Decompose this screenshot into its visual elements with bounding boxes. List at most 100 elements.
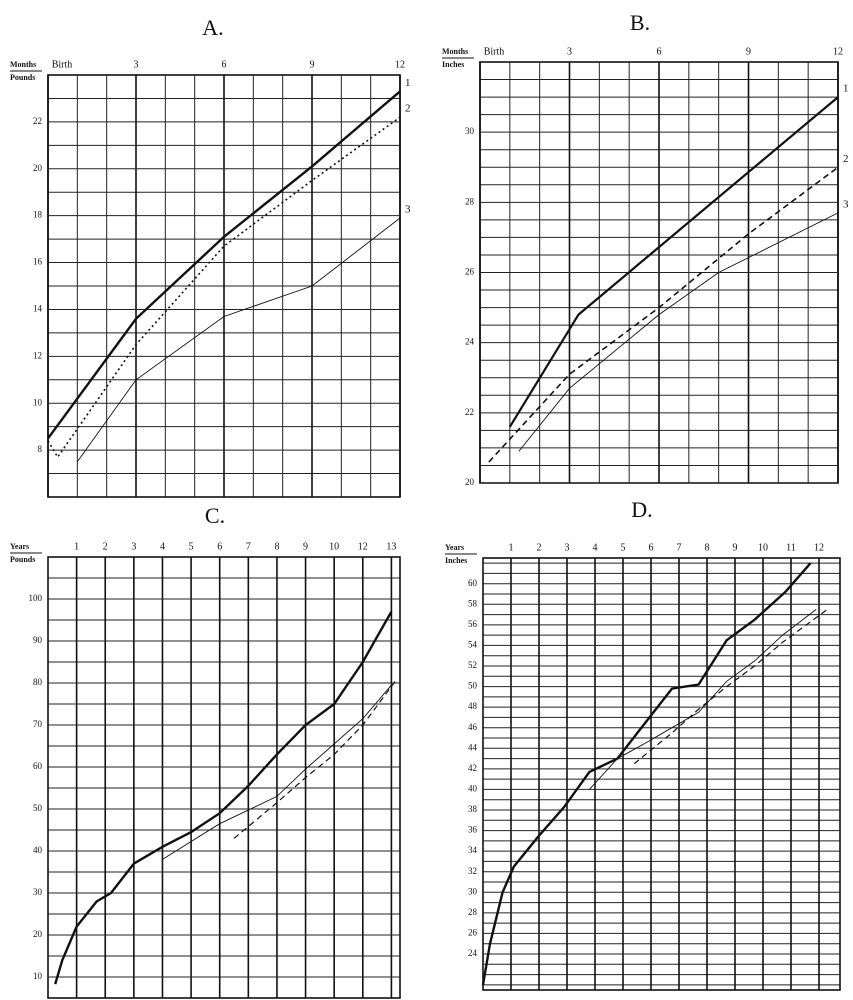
- y-tick-label: 60: [33, 761, 43, 771]
- y-tick-label: 50: [33, 803, 43, 813]
- y-tick-label: 20: [465, 477, 475, 487]
- x-tick-label: Birth: [484, 46, 505, 57]
- y-tick-label: 34: [468, 845, 478, 855]
- y-tick-label: 12: [33, 350, 42, 360]
- y-tick-label: 48: [468, 701, 478, 711]
- y-tick-label: 44: [468, 742, 478, 752]
- y-tick-label: 24: [465, 337, 475, 347]
- x-tick-label: 3: [131, 541, 136, 552]
- x-tick-label: 12: [833, 46, 843, 57]
- plot-frame: [482, 557, 841, 991]
- x-tick-label: 10: [329, 541, 339, 552]
- x-tick-label: 8: [274, 541, 279, 552]
- x-tick-label: 6: [657, 46, 662, 57]
- data-line: [54, 611, 393, 985]
- panel-title: C.: [205, 503, 225, 528]
- y-tick-label: 80: [33, 677, 43, 687]
- y-tick-label: 8: [38, 444, 43, 454]
- y-tick-label: 42: [468, 763, 477, 773]
- data-line: [589, 609, 817, 790]
- y-tick-label: 32: [468, 866, 477, 876]
- x-tick-label: Birth: [52, 59, 73, 70]
- y-tick-label: 28: [468, 907, 478, 917]
- x-tick-label: 12: [395, 59, 405, 70]
- y-tick-label: 16: [33, 257, 43, 267]
- y-tick-label: 40: [468, 783, 478, 793]
- x-tick-label: 12: [814, 542, 824, 553]
- y-tick-label: 70: [33, 719, 43, 729]
- x-tick-label: 5: [189, 541, 194, 552]
- x-tick-label: 3: [567, 46, 572, 57]
- data-line: [162, 684, 392, 860]
- y-tick-label: 60: [468, 578, 478, 588]
- plot-frame: [47, 556, 401, 999]
- line-label: 2: [843, 153, 849, 165]
- line-label: 3: [405, 204, 411, 216]
- y-axis-header: Inches: [445, 556, 467, 565]
- y-tick-label: 40: [33, 845, 43, 855]
- line-label: 1: [843, 83, 849, 95]
- y-tick-label: 100: [29, 593, 43, 603]
- x-tick-label: 6: [222, 59, 227, 70]
- x-axis-header: Months: [442, 47, 468, 56]
- y-tick-label: 30: [468, 886, 478, 896]
- y-tick-label: 46: [468, 722, 478, 732]
- x-tick-label: 1: [74, 541, 79, 552]
- y-tick-label: 30: [33, 887, 43, 897]
- y-tick-label: 38: [468, 804, 478, 814]
- data-line: [233, 678, 398, 839]
- x-tick-label: 4: [160, 541, 165, 552]
- data-line: [633, 608, 828, 765]
- line-label: 1: [405, 77, 411, 89]
- x-axis-header: Months: [10, 60, 36, 69]
- x-tick-label: 11: [786, 542, 796, 553]
- data-line: [518, 212, 839, 452]
- y-tick-label: 26: [465, 267, 475, 277]
- data-line: [508, 96, 839, 428]
- x-tick-label: 12: [358, 541, 368, 552]
- y-tick-label: 10: [33, 397, 43, 407]
- x-axis-header: Years: [10, 542, 29, 551]
- x-tick-label: 7: [246, 541, 251, 552]
- y-tick-label: 18: [33, 210, 43, 220]
- y-tick-label: 20: [33, 929, 43, 939]
- x-tick-label: 9: [303, 541, 308, 552]
- y-tick-label: 22: [33, 116, 42, 126]
- y-tick-label: 24: [468, 948, 478, 958]
- y-axis-header: Pounds: [10, 555, 35, 564]
- y-tick-label: 22: [465, 407, 474, 417]
- y-tick-label: 54: [468, 639, 478, 649]
- y-axis-header: Inches: [442, 60, 464, 69]
- x-tick-label: 9: [746, 46, 751, 57]
- x-tick-label: 3: [565, 542, 570, 553]
- y-tick-label: 58: [468, 598, 478, 608]
- data-line: [47, 116, 401, 459]
- x-tick-label: 1: [509, 542, 514, 553]
- y-tick-label: 50: [468, 681, 478, 691]
- y-tick-label: 10: [33, 971, 43, 981]
- x-tick-label: 5: [621, 542, 626, 553]
- x-axis-header: Years: [445, 543, 464, 552]
- line-label: 3: [843, 198, 849, 210]
- panel-title: B.: [630, 10, 650, 35]
- y-tick-label: 56: [468, 619, 478, 629]
- x-tick-label: 2: [103, 541, 108, 552]
- y-tick-label: 30: [465, 126, 475, 136]
- line-label: 2: [405, 103, 411, 115]
- x-tick-label: 8: [705, 542, 710, 553]
- x-tick-label: 9: [310, 59, 315, 70]
- panel-title: A.: [202, 15, 223, 40]
- y-tick-label: 90: [33, 635, 43, 645]
- y-tick-label: 20: [33, 163, 43, 173]
- x-tick-label: 13: [386, 541, 396, 552]
- data-line: [76, 217, 401, 463]
- x-tick-label: 6: [217, 541, 222, 552]
- x-tick-label: 7: [677, 542, 682, 553]
- data-line: [481, 562, 812, 986]
